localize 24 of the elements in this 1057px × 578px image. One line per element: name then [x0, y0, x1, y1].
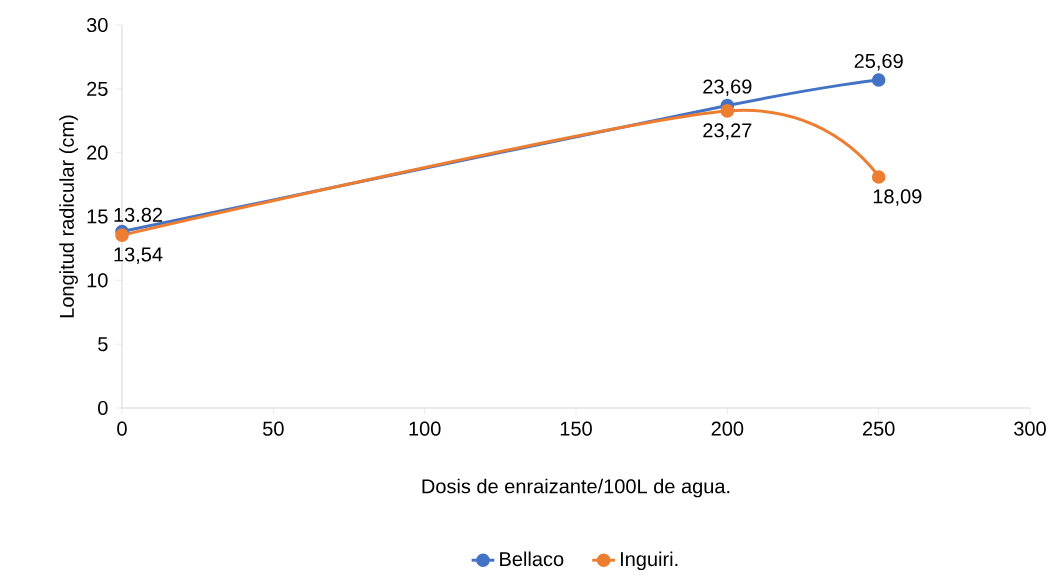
y-tick-label: 15	[87, 209, 108, 224]
x-tick-label: 50	[263, 421, 284, 436]
data-label: 25,69	[854, 53, 903, 71]
data-label: 23,69	[703, 79, 752, 96]
data-label: 23,27	[703, 123, 752, 140]
y-tick-label: 30	[86, 17, 108, 33]
y-tick-label: 5	[98, 337, 108, 352]
x-tick-label: 300	[1014, 421, 1046, 436]
x-tick-label: 200	[711, 421, 744, 436]
data-label: 18,09	[873, 189, 922, 206]
data-label: 13,54	[114, 247, 163, 264]
y-tick-label: 20	[87, 145, 108, 160]
legend-label: Bellaco	[500, 551, 564, 567]
x-tick-label: 100	[409, 421, 441, 436]
y-tick-label: 10	[87, 273, 108, 288]
y-tick-label: 25	[87, 81, 108, 96]
legend-label: Inguiri.	[620, 551, 678, 571]
x-tick-label: 250	[862, 421, 895, 436]
data-label: 13.82	[114, 207, 163, 222]
y-tick-label: 0	[98, 400, 108, 416]
x-tick-label: 150	[560, 421, 592, 436]
x-axis-title: Dosis de enraizante/100L de agua.	[422, 478, 730, 498]
x-tick-label: 0	[117, 421, 127, 436]
y-axis-title: Longitud radicular (cm)	[59, 115, 78, 318]
